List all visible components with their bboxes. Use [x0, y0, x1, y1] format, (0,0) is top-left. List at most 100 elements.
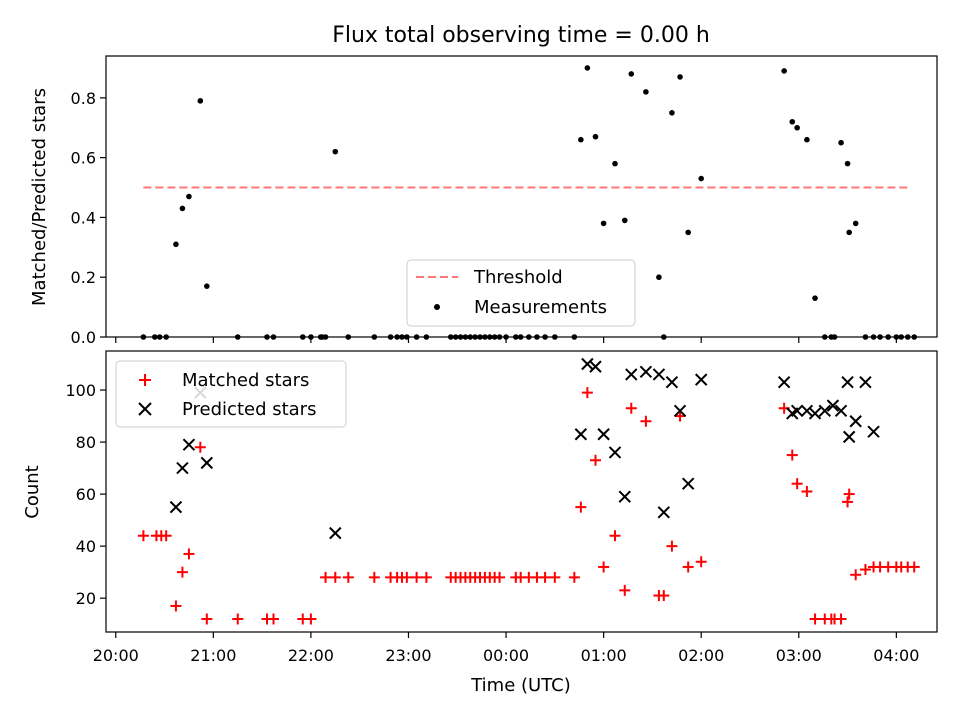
bottom-ticks: 20 40 60 80 100 20:00 21:00 22:00 23:00 00:00 01:0… — [65, 381, 919, 665]
matched-stars-point — [183, 548, 195, 560]
predicted-stars-point — [841, 376, 854, 389]
measurement-point — [838, 139, 844, 146]
matched-stars-point — [194, 441, 206, 453]
matched-stars-point — [201, 613, 213, 625]
measurement-point — [612, 160, 618, 167]
predicted-stars-point — [597, 428, 610, 441]
measurement-point — [789, 118, 796, 125]
matched-stars-point — [658, 590, 670, 602]
predicted-stars-point — [608, 446, 622, 459]
measurement-point — [204, 283, 210, 289]
matched-stars-point — [674, 410, 686, 422]
legend-predicted-swatch — [138, 402, 152, 416]
matched-stars-point — [801, 486, 813, 497]
top-legend: Threshold Measurements — [406, 259, 636, 327]
matched-stars-point — [682, 561, 694, 573]
bottom-legend: Matched stars Predicted stars — [115, 360, 347, 428]
predicted-stars-point — [842, 430, 856, 444]
predicted-stars-point — [681, 477, 695, 490]
measurement-point — [698, 175, 704, 182]
measurement-point — [197, 98, 204, 104]
bottom-legend-box — [115, 360, 347, 428]
matched-stars-point — [176, 566, 188, 578]
matched-stars-point — [268, 613, 280, 625]
matched-stars-point — [549, 571, 561, 583]
predicted-stars-point — [777, 376, 791, 389]
y-tick-label: 0.6 — [71, 149, 96, 168]
measurement-point — [781, 68, 787, 74]
matched-stars-point — [539, 571, 551, 583]
predicted-stars-point — [618, 490, 631, 503]
predicted-stars-point — [625, 368, 638, 381]
matched-stars-point — [137, 530, 149, 542]
legend-matched-label: Matched stars — [182, 370, 309, 391]
bottom-axes-frame — [105, 350, 938, 633]
matched-stars-point — [695, 556, 707, 568]
y-tick-label: 40 — [76, 537, 96, 556]
x-tick-label: 02:00 — [678, 646, 724, 665]
x-tick-label: 20:00 — [93, 646, 139, 665]
matched-stars-point — [625, 402, 637, 414]
predicted-stars-point — [834, 404, 848, 418]
chart-title: Flux total observing time = 0.00 h — [332, 23, 710, 48]
y-tick-label: 20 — [76, 589, 96, 608]
predicted-stars-point — [182, 438, 196, 451]
y-tick-label: 80 — [76, 433, 96, 452]
measurement-point — [173, 241, 179, 248]
legend-threshold-label: Threshold — [473, 267, 563, 288]
y-tick-label: 0.8 — [71, 89, 96, 108]
matched-stars-point — [609, 530, 621, 542]
matched-stars-point — [640, 415, 652, 427]
predicted-stars-point — [673, 404, 687, 418]
y-tick-label: 0.4 — [71, 208, 96, 227]
matched-stars-point — [342, 571, 354, 583]
matched-stars-point — [619, 584, 631, 596]
predicted-stars-point — [808, 407, 822, 420]
matched-stars-point — [420, 571, 432, 583]
matched-stars-point — [581, 387, 593, 399]
predicted-stars-point — [169, 500, 183, 514]
measurement-point — [794, 124, 800, 131]
legend-predicted-label: Predicted stars — [182, 399, 316, 420]
x-tick-label: 23:00 — [385, 646, 431, 665]
predicted-stars-point — [665, 376, 679, 389]
predicted-stars-point — [694, 373, 708, 386]
predicted-stars-point — [826, 399, 840, 412]
matched-stars-point — [908, 561, 920, 573]
top-y-axis-label: Matched/Predicted stars — [29, 88, 50, 306]
matched-stars-point — [859, 564, 871, 576]
matched-stars-point — [494, 571, 506, 583]
x-tick-label: 03:00 — [776, 646, 822, 665]
predicted-stars-point — [849, 415, 862, 428]
matched-stars-point — [809, 613, 821, 625]
y-tick-label: 100 — [65, 381, 96, 400]
predicted-stars-point — [818, 404, 831, 418]
matched-stars-point — [843, 488, 855, 500]
top-legend-box — [406, 259, 636, 327]
matched-stars-point — [589, 454, 601, 466]
measurement-point — [812, 295, 818, 301]
predicted-stars-point — [200, 456, 214, 470]
matched-stars-point — [575, 501, 587, 513]
matched-stars-point — [850, 569, 862, 581]
legend-matched-swatch — [139, 374, 151, 386]
measurement-point — [600, 220, 607, 227]
x-tick-label: 22:00 — [288, 646, 334, 665]
measurement-point — [621, 217, 628, 224]
legend-measurements-label: Measurements — [474, 297, 607, 318]
matched-stars-point — [666, 540, 678, 552]
matched-stars-point — [568, 571, 580, 583]
measurement-point — [669, 109, 675, 116]
measurement-point — [584, 65, 591, 71]
x-tick-label: 21:00 — [190, 646, 236, 665]
matched-stars-point — [232, 613, 244, 625]
legend-measurements-swatch — [434, 304, 440, 310]
predicted-stars-point — [329, 526, 342, 540]
measurement-point — [846, 229, 852, 236]
measurement-point — [592, 133, 599, 140]
predicted-stars-point — [581, 357, 594, 371]
measurement-point — [186, 193, 192, 200]
predicted-stars-point — [589, 360, 602, 373]
matched-stars-point — [411, 571, 423, 583]
